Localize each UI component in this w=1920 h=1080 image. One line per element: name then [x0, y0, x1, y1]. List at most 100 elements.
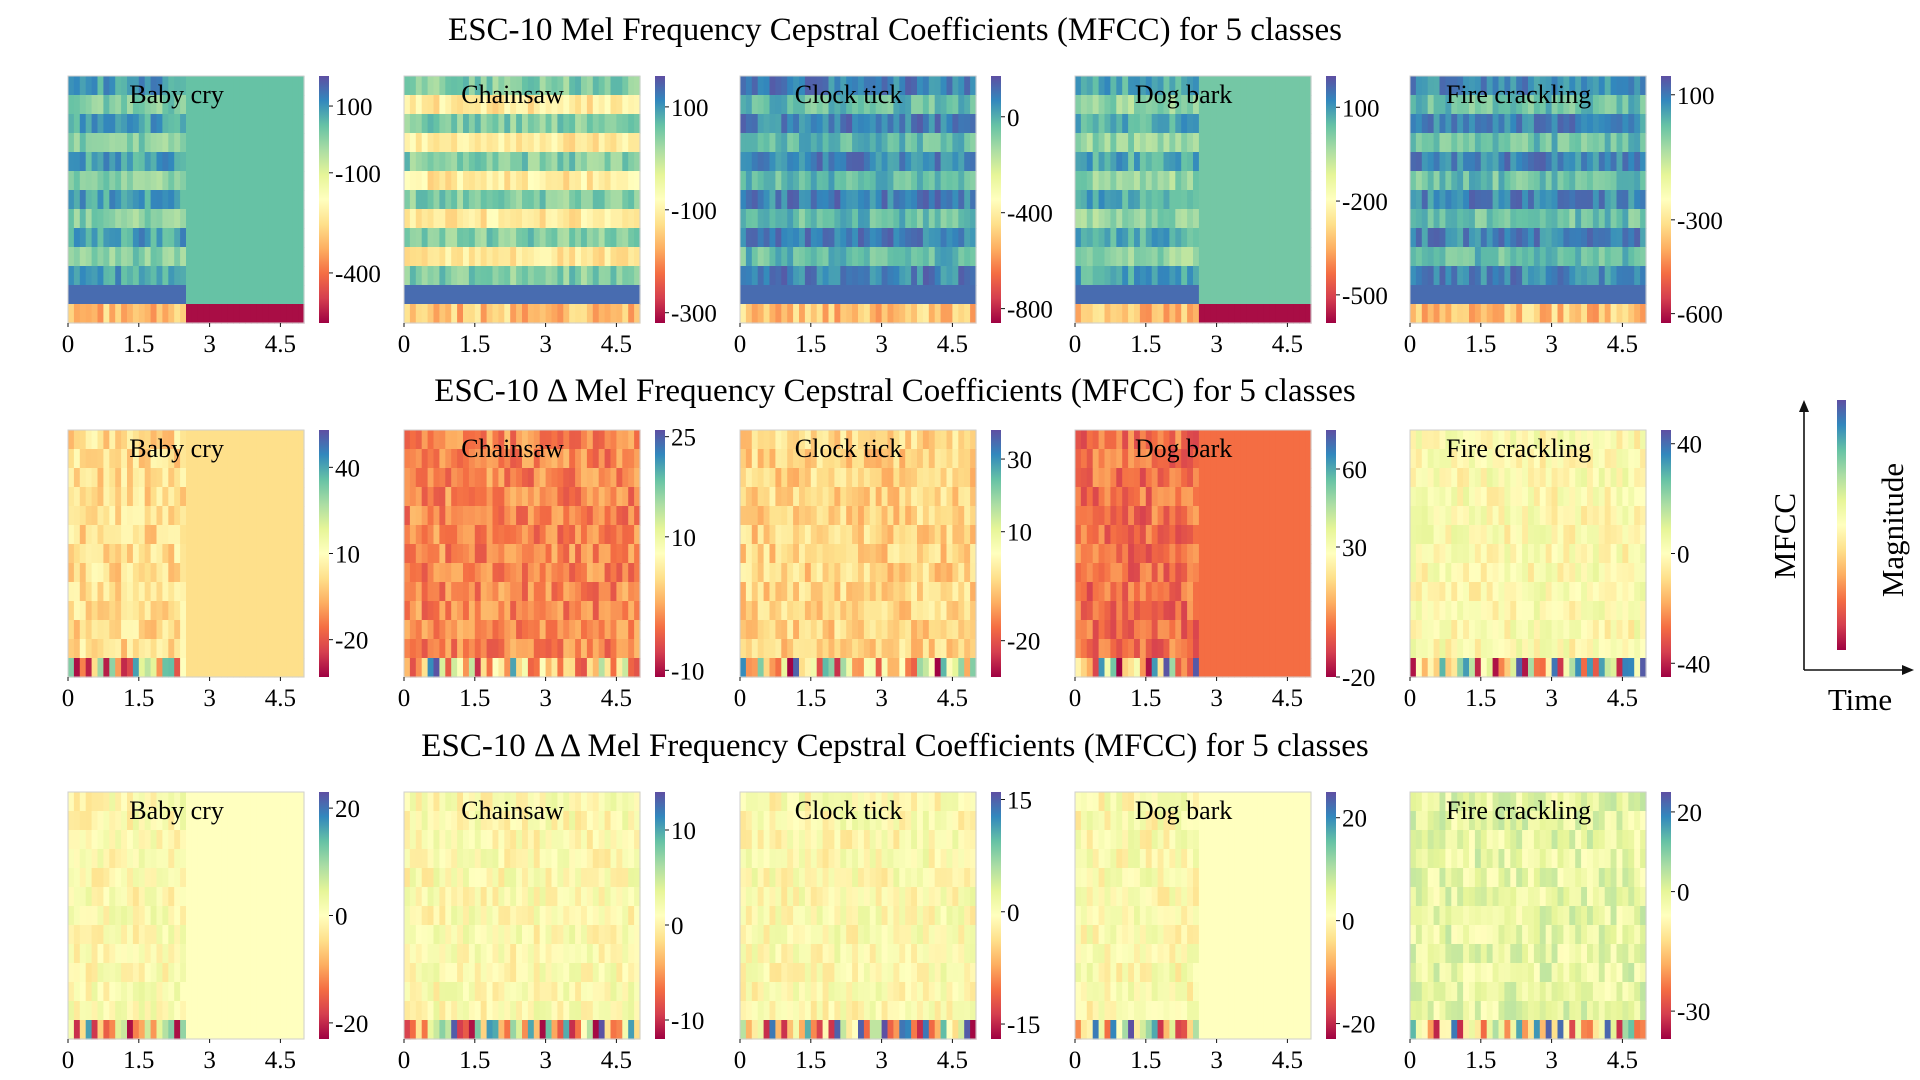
heatmap-cell [740, 152, 747, 172]
colorbar-tick-label: -800 [1007, 297, 1053, 324]
heatmap-cell [191, 563, 199, 583]
heatmap-cell [256, 304, 264, 324]
heatmap-cell [1474, 228, 1482, 248]
x-tick-label: 4.5 [1607, 331, 1638, 358]
heatmap-cell [858, 658, 865, 678]
heatmap-cell [852, 152, 859, 172]
heatmap-cell [740, 171, 747, 191]
heatmap-cell [1216, 114, 1224, 134]
heatmap-cell [533, 525, 541, 545]
heatmap-cell [298, 544, 305, 564]
heatmap-cell [1474, 171, 1482, 191]
heatmap-cell [775, 468, 782, 488]
heatmap-cell [1640, 449, 1647, 469]
heatmap-cell [793, 487, 800, 507]
heatmap-cell [551, 506, 558, 526]
heatmap-cell [156, 563, 163, 583]
heatmap-cell [239, 228, 246, 248]
heatmap-cell [1410, 114, 1417, 134]
x-tick-label: 0 [1404, 331, 1417, 358]
heatmap-cell [286, 76, 293, 96]
heatmap-cell [457, 171, 464, 191]
heatmap-cell [1157, 76, 1165, 96]
heatmap-cell [634, 304, 641, 324]
heatmap-cell [881, 285, 889, 305]
heatmap-cell [516, 114, 523, 134]
heatmap-cell [922, 228, 930, 248]
heatmap-cell [1228, 582, 1235, 602]
heatmap-cell [292, 525, 299, 545]
heatmap-cell [1281, 209, 1288, 229]
heatmap-cell [1551, 190, 1559, 210]
heatmap-cell [1275, 95, 1283, 115]
heatmap-cell [1634, 449, 1641, 469]
heatmap-cell [404, 247, 411, 267]
heatmap-cell [292, 304, 299, 324]
heatmap-cell [757, 266, 765, 286]
heatmap-cell [840, 544, 847, 564]
heatmap-cell [1587, 95, 1594, 115]
heatmap-cell [1163, 228, 1170, 248]
heatmap-cell [1234, 190, 1241, 210]
heatmap-cell [1263, 228, 1271, 248]
heatmap-cell [1228, 620, 1235, 640]
heatmap-cell [1157, 525, 1165, 545]
heatmap-cell [221, 544, 228, 564]
heatmap-cell [964, 487, 971, 507]
heatmap-cell [1486, 430, 1494, 450]
heatmap-cell [274, 430, 281, 450]
heatmap-cell [781, 525, 788, 545]
heatmap-cell [1263, 133, 1271, 153]
heatmap-cell [1246, 449, 1253, 469]
heatmap-cell [1139, 487, 1147, 507]
colorbar [1326, 430, 1336, 677]
heatmap-cell [810, 285, 818, 305]
heatmap-cell [1445, 468, 1452, 488]
heatmap-cell [557, 639, 564, 659]
heatmap-cell [1092, 563, 1100, 583]
heatmap-cell [970, 209, 977, 229]
heatmap-cell [256, 228, 264, 248]
heatmap-cell [1128, 76, 1135, 96]
heatmap-cell [1415, 266, 1423, 286]
heatmap-cell [1204, 247, 1212, 267]
heatmap-cell [887, 190, 894, 210]
heatmap-cell [598, 563, 606, 583]
heatmap-cell [539, 285, 547, 305]
heatmap-cell [1545, 285, 1553, 305]
heatmap-cell [1510, 76, 1517, 96]
heatmap-cell [138, 525, 146, 545]
heatmap-cell [1216, 430, 1224, 450]
heatmap-cell [1098, 152, 1106, 172]
heatmap-cell [1075, 639, 1082, 659]
heatmap-cell [227, 247, 234, 267]
heatmap-cell [581, 114, 588, 134]
heatmap-cell [1228, 601, 1235, 621]
heatmap-cell [745, 266, 753, 286]
heatmap-cell [598, 582, 606, 602]
heatmap-cell [751, 76, 759, 96]
heatmap-cell [1421, 209, 1429, 229]
heatmap-cell [946, 544, 953, 564]
heatmap-cell [970, 525, 977, 545]
heatmap-cell [1110, 430, 1117, 450]
heatmap-cell [1504, 95, 1511, 115]
heatmap-cell [545, 266, 553, 286]
heatmap-cell [1616, 133, 1623, 153]
heatmap-cell [245, 430, 252, 450]
heatmap-cell [1157, 114, 1165, 134]
heatmap-cell [103, 544, 110, 564]
heatmap-cell [73, 430, 81, 450]
heatmap-cell [97, 506, 104, 526]
heatmap-cell [1198, 133, 1206, 153]
heatmap-cell [516, 209, 523, 229]
heatmap-cell [863, 639, 871, 659]
heatmap-cell [970, 171, 977, 191]
heatmap-cell [1610, 133, 1618, 153]
heatmap-cell [262, 468, 270, 488]
heatmap-cell [610, 209, 617, 229]
heatmap-cell [262, 76, 270, 96]
heatmap-cell [1469, 190, 1476, 210]
heatmap-cell [233, 544, 240, 564]
heatmap-cell [1234, 563, 1241, 583]
